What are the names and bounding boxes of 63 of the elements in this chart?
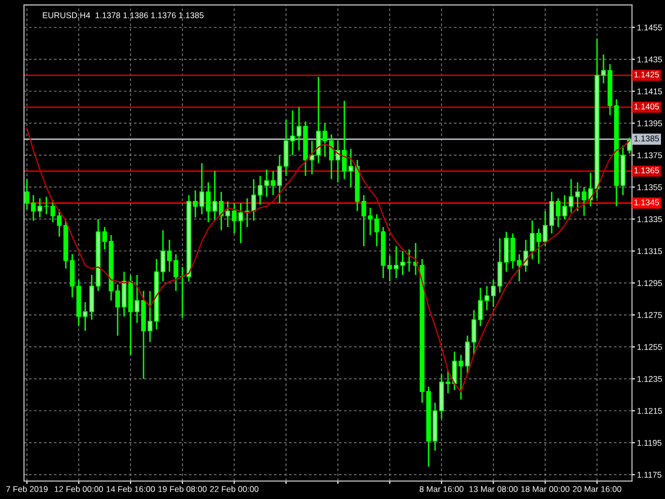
candlestick	[400, 250, 406, 276]
y-tick-label: 1.1255	[637, 344, 662, 350]
candlestick	[387, 255, 392, 282]
ref-line-label: 1.1385	[634, 136, 659, 142]
y-tick-label: 1.1375	[637, 152, 662, 158]
y-tick-label: 1.1435	[637, 56, 662, 62]
candlestick	[102, 226, 108, 250]
candlestick	[225, 200, 230, 228]
x-tick-label: 18 Mar 00:00	[521, 486, 570, 492]
ref-line-label: 1.1345	[634, 199, 659, 206]
y-tick-label: 1.1335	[637, 216, 662, 222]
x-tick-label: 7 Feb 2019	[6, 486, 48, 492]
candlestick	[549, 191, 554, 234]
candlestick	[510, 232, 516, 270]
line-series	[26, 127, 630, 392]
y-tick-label: 1.1415	[637, 88, 662, 94]
y-tick-label: 1.1175	[637, 472, 662, 478]
candlestick	[556, 198, 561, 228]
y-tick-label: 1.1195	[637, 440, 662, 446]
candlestick	[258, 175, 262, 206]
x-tick-label: 22 Feb 00:00	[210, 486, 258, 492]
x-tick-label: 12 Feb 00:00	[54, 486, 103, 492]
candlestick	[251, 178, 256, 222]
y-tick-label: 1.1455	[637, 24, 662, 30]
candlestick	[348, 148, 354, 188]
x-tick-label: 19 Feb 08:00	[158, 486, 207, 492]
x-tick-label: 20 Mar 16:00	[572, 486, 622, 492]
y-tick-label: 1.1295	[637, 280, 662, 286]
candlestick	[50, 199, 56, 223]
candlestick	[192, 190, 198, 218]
candlestick	[504, 231, 509, 272]
y-tick-label: 1.1395	[637, 120, 662, 126]
candlestick	[232, 202, 237, 234]
candlestick	[238, 202, 244, 244]
candlestick	[361, 194, 366, 247]
candlestick	[394, 246, 399, 279]
y-tick-label: 1.1315	[637, 248, 662, 254]
y-tick-label: 1.1215	[637, 408, 662, 414]
y-tick-label: 1.1275	[637, 312, 662, 318]
candlestick	[516, 254, 522, 282]
candlestick	[82, 301, 88, 332]
candlestick	[368, 207, 373, 236]
candlestick	[530, 220, 535, 260]
candlestick	[212, 170, 218, 222]
candlestick	[491, 279, 496, 308]
ref-line-label: 1.1365	[634, 167, 659, 174]
ref-line-label: 1.1405	[634, 104, 659, 110]
candlestick	[536, 228, 542, 264]
x-tick-label: 14 Feb 16:00	[106, 486, 155, 492]
candlestick	[199, 162, 204, 215]
y-tick-label: 1.1235	[637, 376, 662, 382]
candlestick	[542, 210, 548, 247]
x-tick-label: 8 Mar 16:00	[420, 486, 464, 492]
text: EURUSD,H4 1.1378 1.1386 1.1376 1.1385	[42, 12, 204, 20]
candlestick	[206, 182, 211, 223]
x-tick-label: 13 Mar 08:00	[469, 486, 518, 492]
ref-line-label: 1.1425	[634, 72, 659, 78]
candlestick	[497, 238, 502, 294]
y-tick-label: 1.1355	[637, 184, 662, 190]
candlestick	[56, 208, 62, 238]
candlestick	[406, 248, 412, 272]
candlestick	[374, 214, 380, 247]
candlestick	[342, 100, 347, 180]
